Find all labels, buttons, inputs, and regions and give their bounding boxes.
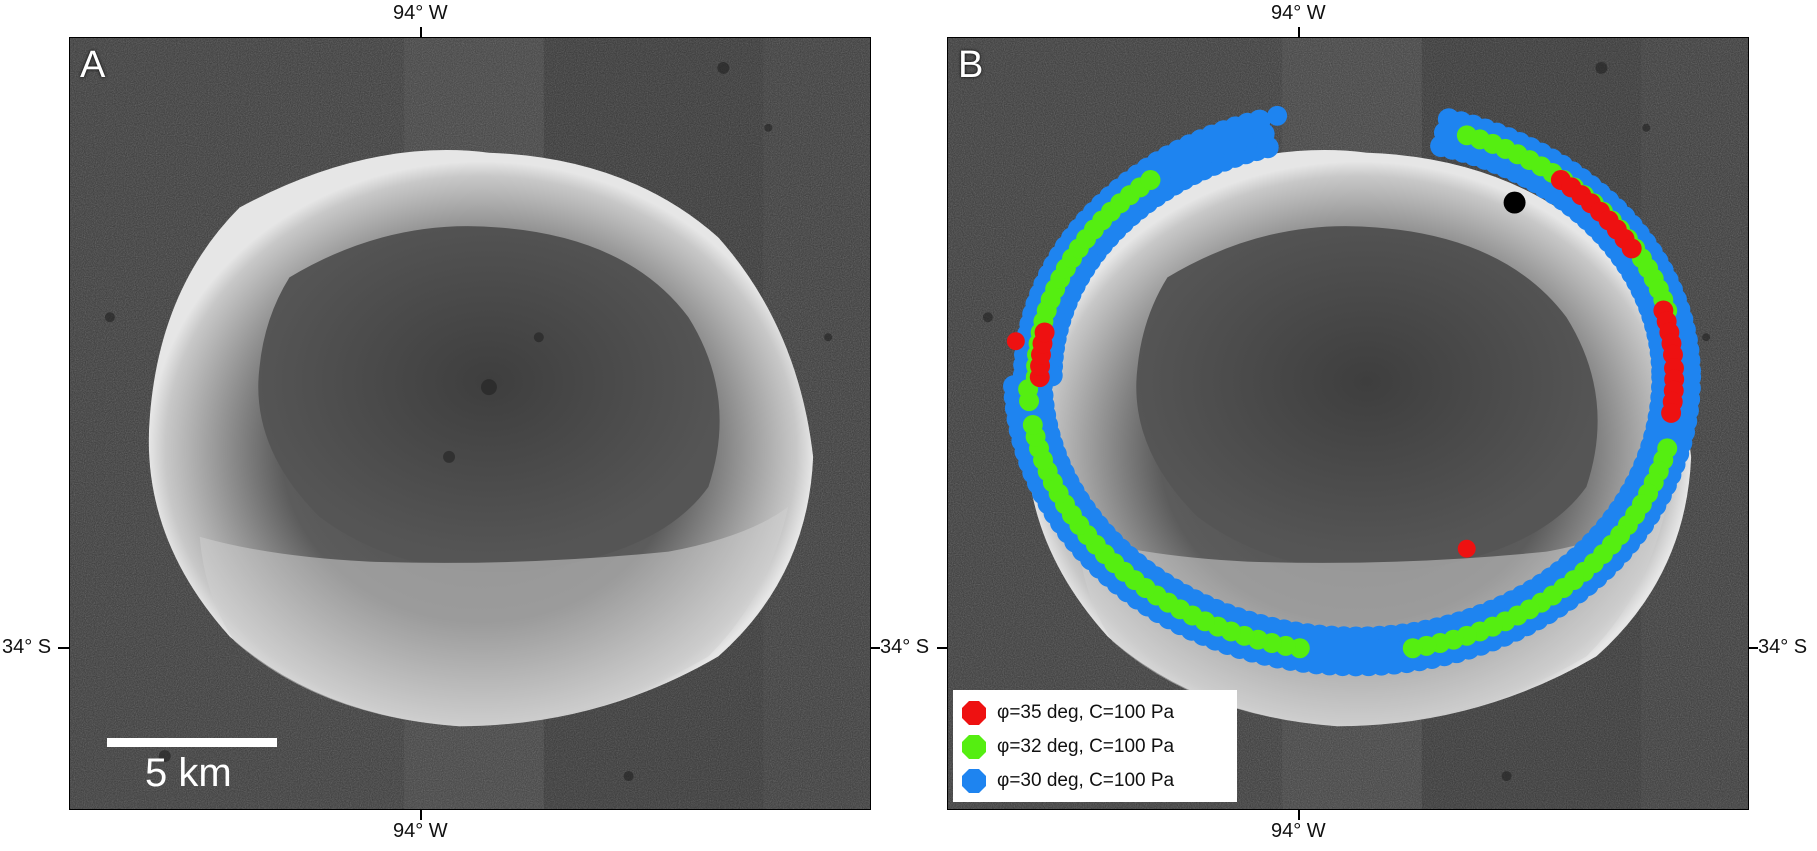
top-tick-b — [1298, 27, 1300, 37]
right-tick-b — [1749, 647, 1758, 649]
bottom-tick-a — [420, 810, 422, 820]
panel-letter-a: A — [80, 44, 106, 86]
left-tick-b — [937, 647, 947, 649]
red-octagon-icon — [962, 701, 986, 725]
legend-label-phi35: φ=35 deg, C=100 Pa — [997, 702, 1175, 723]
slope-failure-markers — [1003, 105, 1702, 677]
bottom-longitude-label-a: 94° W — [393, 820, 448, 842]
green-octagon-icon — [962, 735, 986, 759]
blue-octagon-icon — [962, 769, 986, 793]
marker-point — [1503, 191, 1526, 214]
legend-label-phi32: φ=32 deg, C=100 Pa — [997, 736, 1175, 757]
right-latitude-label-a: 34° S — [880, 636, 930, 658]
marker-phi30 — [1267, 105, 1288, 126]
legend-item-phi32: φ=32 deg, C=100 Pa — [961, 730, 1229, 764]
bottom-longitude-label-b: 94° W — [1271, 820, 1326, 842]
panel-b-crater-map: B φ=35 deg, C=100 Pa φ=32 deg, C=100 Pa … — [947, 37, 1749, 810]
scale-bar — [107, 738, 277, 747]
marker-phi30 — [1679, 359, 1702, 382]
top-longitude-label-a: 94° W — [393, 2, 448, 24]
top-tick-a — [420, 27, 422, 37]
marker-phi35 — [1621, 238, 1642, 259]
bottom-tick-b — [1298, 810, 1300, 820]
marker-phi32 — [1402, 638, 1423, 659]
scale-bar-label: 5 km — [145, 751, 232, 795]
marker-phi32 — [1140, 170, 1161, 190]
crater-image-b — [948, 38, 1748, 809]
left-latitude-label-a: 34° S — [2, 636, 52, 658]
legend-label-phi30: φ=30 deg, C=100 Pa — [997, 770, 1175, 791]
marker-phi30 — [1248, 109, 1271, 132]
right-tick-a — [871, 647, 880, 649]
marker-phi35 — [1006, 332, 1025, 351]
top-longitude-label-b: 94° W — [1271, 2, 1326, 24]
marker-phi35 — [1034, 322, 1055, 343]
legend: φ=35 deg, C=100 Pa φ=32 deg, C=100 Pa φ=… — [953, 690, 1237, 802]
legend-item-phi35: φ=35 deg, C=100 Pa — [961, 696, 1229, 730]
marker-phi32 — [1022, 414, 1043, 435]
panel-letter-b: B — [958, 44, 984, 86]
crater-image-a — [70, 38, 870, 809]
right-latitude-label-b: 34° S — [1758, 636, 1808, 658]
left-tick-a — [58, 647, 69, 649]
legend-item-phi30: φ=30 deg, C=100 Pa — [961, 764, 1229, 798]
marker-phi35 — [1457, 539, 1476, 558]
marker-phi35 — [1661, 402, 1682, 423]
panel-a-crater-image: A 5 km — [69, 37, 871, 810]
